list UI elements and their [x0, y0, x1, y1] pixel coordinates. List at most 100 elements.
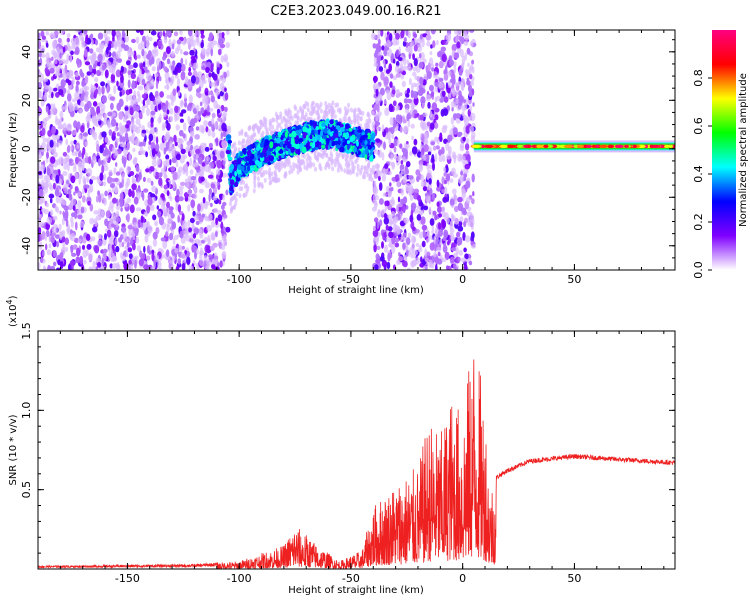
noise-cell: [190, 176, 197, 181]
noise-cell: [437, 51, 442, 58]
noise-cell: [123, 147, 129, 155]
noise-cell: [152, 50, 157, 58]
noise-cell: [130, 100, 134, 106]
noise-cell: [131, 175, 135, 185]
noise-cell: [418, 53, 422, 59]
band-halo-cell: [363, 165, 367, 171]
noise-cell: [190, 75, 196, 84]
noise-cell: [171, 43, 175, 50]
noise-cell: [438, 77, 444, 82]
noise-cell: [115, 50, 121, 59]
noise-cell: [461, 188, 466, 195]
noise-cell: [105, 36, 109, 42]
noise-cell: [219, 150, 225, 159]
noise-cell: [197, 265, 200, 270]
noise-cell: [82, 176, 86, 185]
noise-cell: [156, 210, 162, 217]
noise-cell: [469, 105, 473, 112]
noise-cell: [141, 49, 145, 57]
noise-cell: [458, 249, 463, 256]
noise-cell: [420, 88, 426, 94]
noise-cell: [127, 247, 133, 253]
noise-cell: [78, 150, 82, 158]
noise-cell: [470, 240, 474, 246]
noise-cell: [108, 194, 112, 200]
noise-cell: [44, 116, 49, 122]
noise-cell: [189, 157, 192, 167]
noise-cell: [179, 118, 184, 123]
noise-cell: [457, 94, 463, 102]
band-cell: [227, 154, 231, 159]
noise-cell: [87, 200, 91, 206]
noise-cell: [442, 244, 448, 253]
band-halo-cell: [316, 116, 320, 121]
noise-cell: [181, 263, 186, 270]
noise-cell: [379, 219, 383, 227]
noise-cell: [66, 33, 71, 38]
noise-cell: [116, 80, 119, 87]
noise-cell: [45, 202, 49, 208]
noise-cell: [53, 151, 58, 158]
noise-cell: [471, 173, 475, 183]
noise-cell: [464, 163, 471, 170]
noise-cell: [112, 197, 117, 204]
noise-cell: [91, 115, 97, 124]
noise-cell: [400, 160, 404, 165]
noise-cell: [48, 193, 55, 199]
noise-cell: [394, 242, 400, 248]
band-halo-cell: [319, 152, 323, 158]
noise-cell: [173, 31, 179, 37]
noise-cell: [139, 250, 143, 258]
noise-cell: [180, 48, 183, 55]
noise-cell: [179, 188, 184, 197]
noise-cell: [375, 115, 379, 122]
noise-cell: [51, 173, 56, 182]
noise-cell: [53, 87, 58, 92]
noise-cell: [464, 52, 468, 61]
noise-cell: [428, 206, 432, 214]
noise-cell: [384, 200, 388, 207]
band-halo-cell: [237, 140, 241, 146]
noise-cell: [383, 99, 387, 105]
noise-cell: [168, 206, 174, 212]
noise-cell: [382, 192, 387, 197]
noise-cell: [120, 65, 125, 73]
noise-cell: [87, 190, 90, 198]
noise-cell: [135, 207, 142, 212]
noise-cell: [77, 161, 83, 168]
noise-cell: [461, 55, 466, 65]
noise-cell: [193, 62, 199, 70]
noise-cell: [186, 256, 191, 265]
noise-cell: [125, 94, 129, 102]
noise-cell: [199, 201, 206, 210]
noise-cell: [418, 61, 424, 69]
noise-cell: [135, 36, 140, 44]
noise-cell: [221, 204, 225, 210]
noise-cell: [215, 174, 219, 180]
band-halo-cell: [298, 158, 302, 164]
noise-cell: [73, 50, 79, 55]
noise-cell: [143, 66, 148, 72]
noise-cell: [113, 56, 117, 65]
noise-cell: [443, 108, 449, 116]
band-halo-cell: [277, 167, 281, 173]
band-halo-cell: [283, 162, 287, 168]
noise-cell: [195, 104, 200, 112]
noise-cell: [395, 105, 399, 112]
noise-cell: [395, 204, 399, 213]
noise-cell: [443, 180, 447, 185]
band-halo-cell: [261, 172, 265, 178]
band-halo-cell: [368, 172, 372, 178]
noise-cell: [449, 198, 455, 206]
noise-cell: [433, 252, 437, 258]
noise-cell: [178, 196, 184, 202]
noise-cell: [77, 192, 82, 197]
noise-cell: [177, 43, 181, 51]
noise-cell: [69, 260, 76, 267]
noise-cell: [86, 243, 92, 250]
band-halo-cell: [341, 153, 345, 159]
band-halo-cell: [246, 134, 250, 140]
noise-cell: [138, 258, 144, 267]
noise-cell: [192, 233, 197, 239]
